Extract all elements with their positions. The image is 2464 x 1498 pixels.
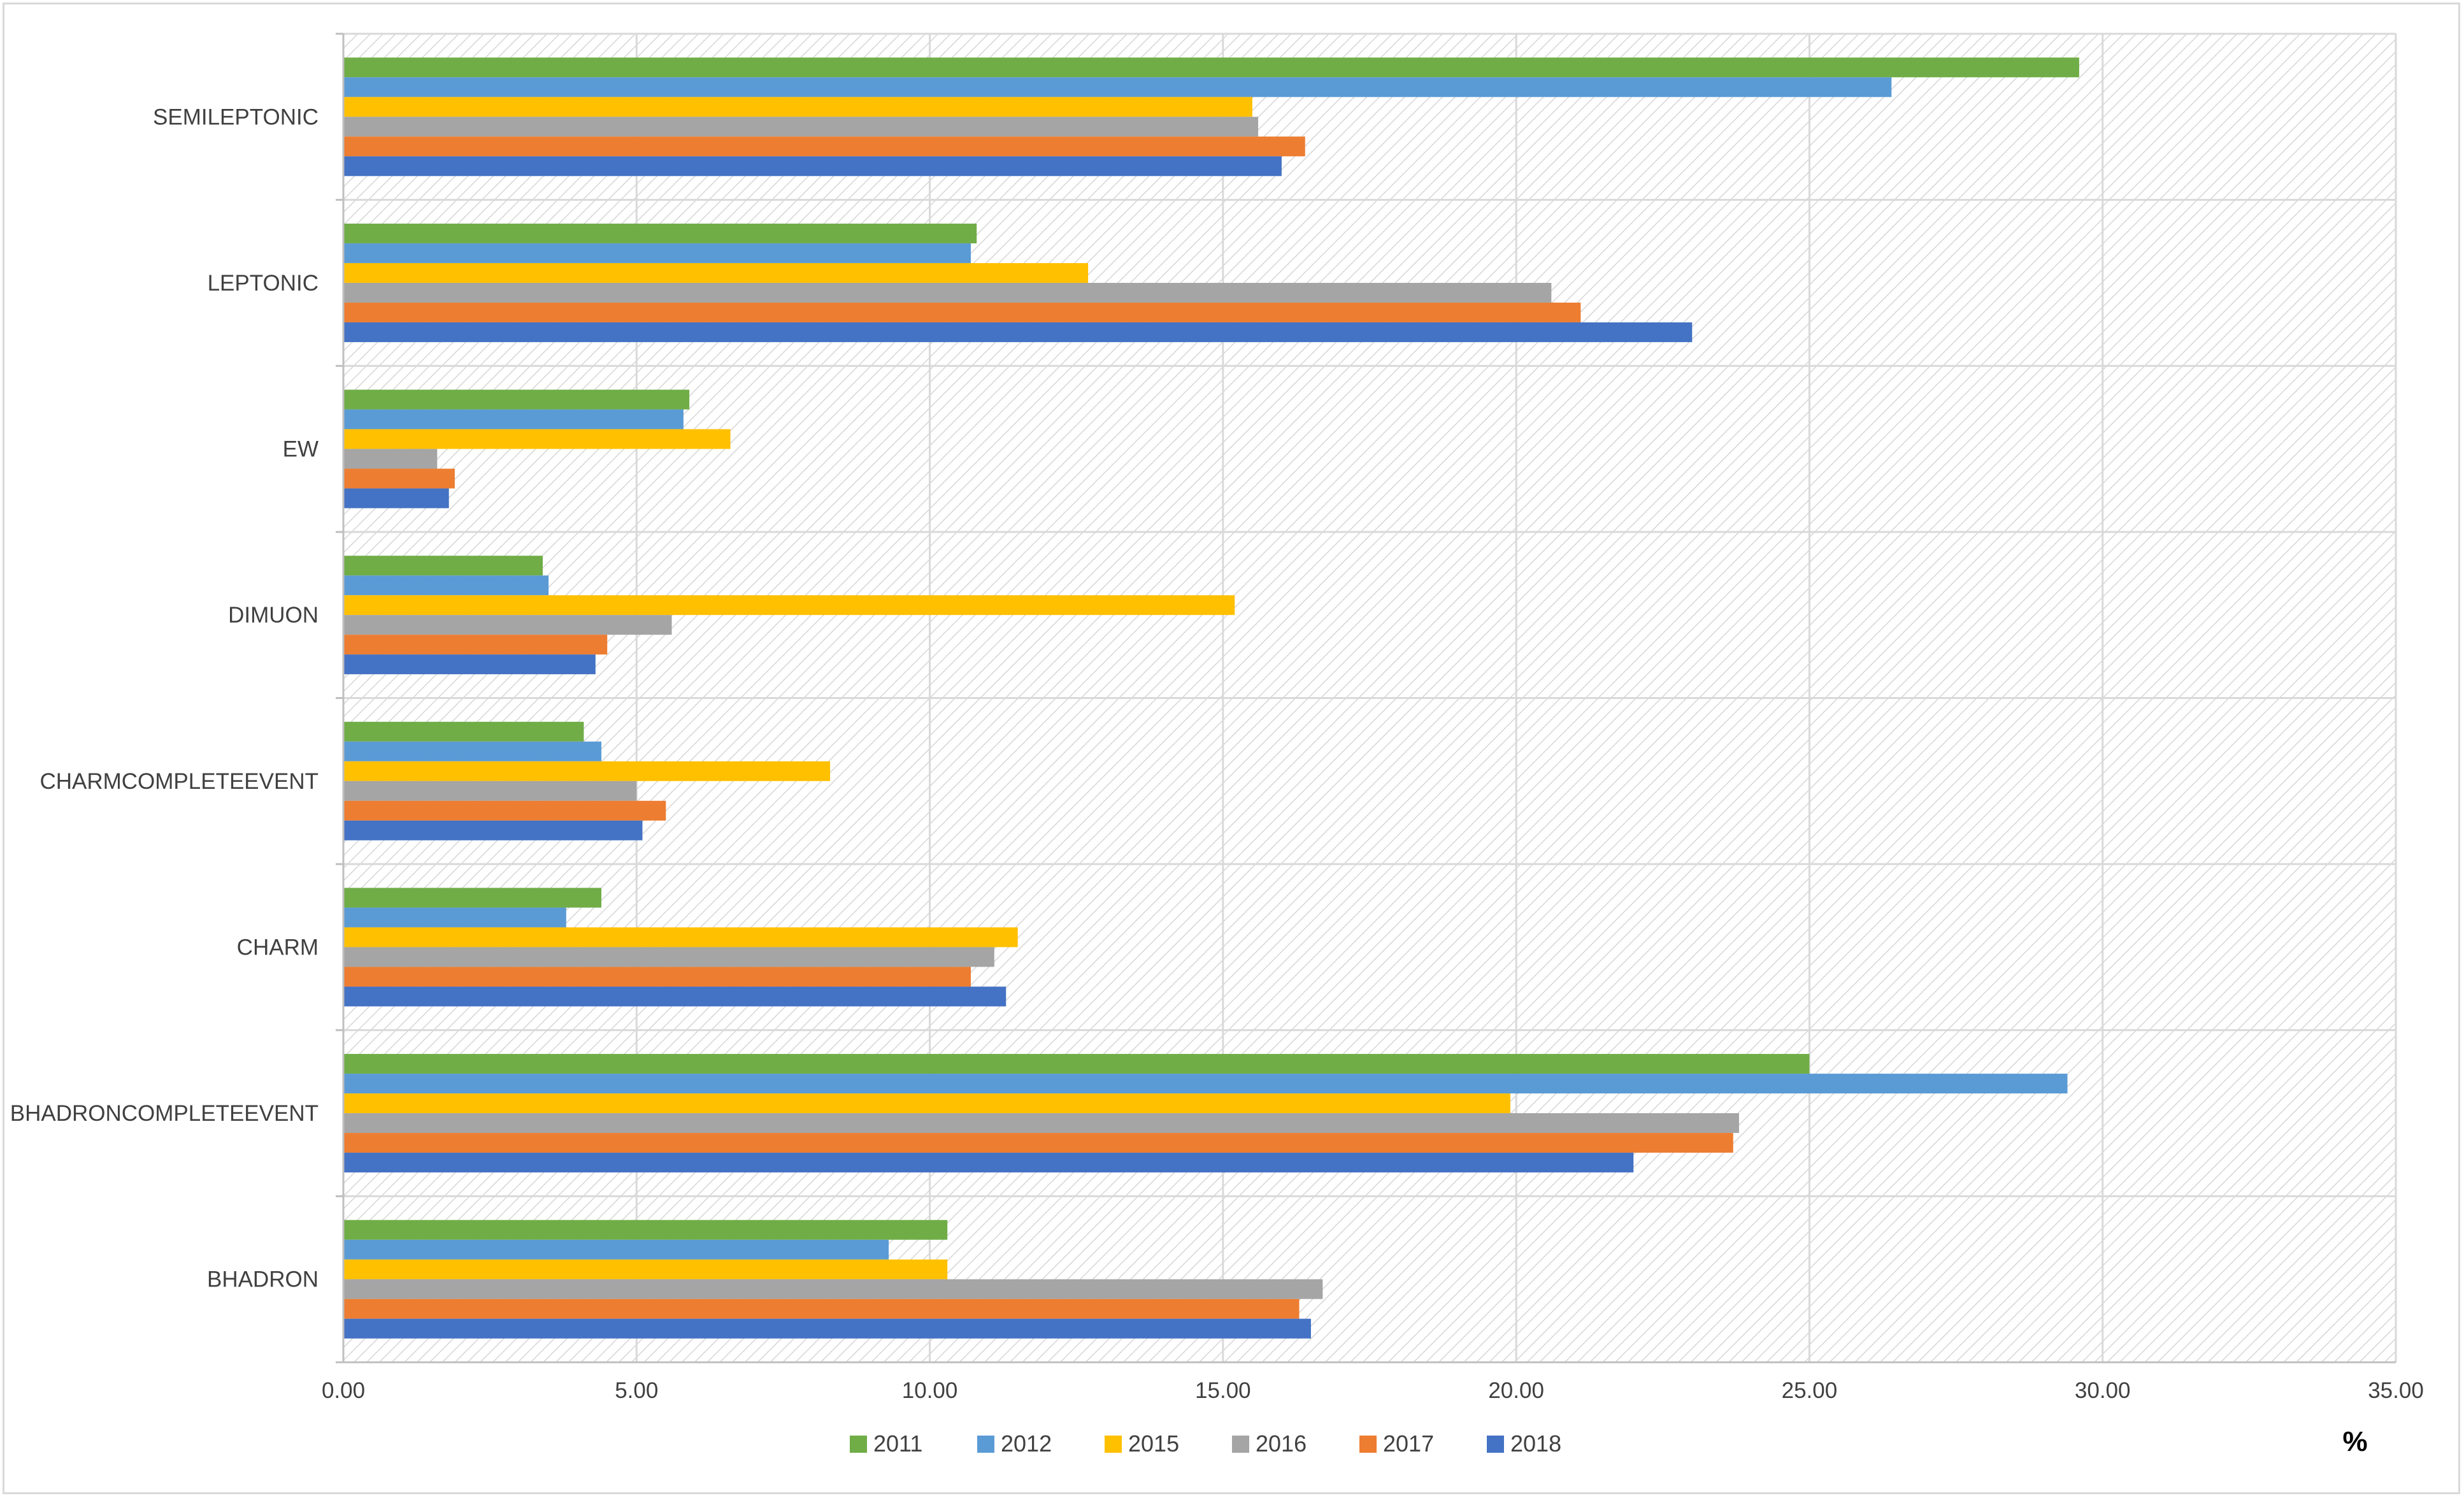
category-label: DIMUON	[228, 603, 319, 628]
legend-label-2016: 2016	[1256, 1430, 1307, 1457]
x-tick-label: 15.00	[1195, 1378, 1251, 1403]
legend-swatch-2011	[850, 1436, 867, 1453]
bar-bhadroncompleteevent-2018	[343, 1153, 1634, 1173]
legend-label-2012: 2012	[1001, 1430, 1052, 1457]
bar-charm-2012	[343, 907, 566, 928]
bar-leptonic-2015	[343, 263, 1089, 283]
bar-charmcompleteevent-2017	[343, 800, 666, 821]
bar-semileptonic-2017	[343, 136, 1305, 157]
x-axis-unit-label: %	[2342, 1426, 2367, 1457]
legend: 2011 2012 2015 2016 2017 2018	[850, 1430, 1561, 1457]
bar-bhadron-2017	[343, 1299, 1300, 1319]
x-tick-label: 30.00	[2075, 1378, 2131, 1403]
bar-bhadron-2012	[343, 1239, 889, 1260]
legend-label-2011: 2011	[873, 1430, 922, 1457]
chart-frame	[3, 3, 2460, 1494]
bar-semileptonic-2016	[343, 117, 1259, 137]
bar-charmcompleteevent-2015	[343, 761, 831, 781]
bar-bhadroncompleteevent-2016	[343, 1113, 1739, 1134]
bar-charm-2017	[343, 967, 971, 987]
x-tick-label: 5.00	[615, 1378, 658, 1403]
bar-dimuon-2017	[343, 635, 608, 655]
bar-bhadron-2018	[343, 1318, 1311, 1339]
legend-label-2017: 2017	[1383, 1430, 1434, 1457]
bar-semileptonic-2018	[343, 156, 1282, 176]
bar-ew-2015	[343, 429, 731, 449]
bar-ew-2012	[343, 409, 684, 429]
bar-dimuon-2015	[343, 595, 1235, 616]
bar-bhadron-2011	[343, 1220, 948, 1240]
bar-dimuon-2011	[343, 556, 543, 576]
legend-swatch-2017	[1359, 1436, 1377, 1453]
bar-leptonic-2017	[343, 302, 1581, 322]
axes	[336, 32, 2396, 1364]
bar-leptonic-2018	[343, 322, 1693, 342]
category-label: SEMILEPTONIC	[153, 104, 319, 129]
bar-charmcompleteevent-2011	[343, 721, 584, 742]
bar-leptonic-2011	[343, 223, 977, 243]
legend-swatch-2016	[1232, 1436, 1249, 1453]
bar-ew-2016	[343, 449, 438, 469]
bar-charm-2011	[343, 888, 602, 908]
bar-semileptonic-2011	[343, 57, 2079, 78]
category-label: BHADRONCOMPLETEEVENT	[10, 1101, 319, 1126]
category-label: EW	[283, 437, 319, 462]
bar-charm-2018	[343, 986, 1006, 1007]
category-label: BHADRON	[207, 1267, 319, 1292]
bar-leptonic-2012	[343, 243, 971, 263]
category-label: CHARM	[237, 935, 319, 960]
bar-bhadroncompleteevent-2015	[343, 1093, 1510, 1114]
legend-label-2018: 2018	[1510, 1430, 1561, 1457]
bar-dimuon-2012	[343, 575, 549, 596]
bar-ew-2011	[343, 389, 690, 410]
bar-semileptonic-2012	[343, 77, 1892, 97]
bar-semileptonic-2015	[343, 97, 1252, 117]
bar-bhadroncompleteevent-2011	[343, 1054, 1810, 1074]
x-tick-label: 10.00	[902, 1378, 958, 1403]
legend-swatch-2012	[977, 1436, 994, 1453]
bars	[343, 57, 2079, 1339]
bar-bhadron-2016	[343, 1279, 1323, 1299]
x-tick-label: 0.00	[322, 1378, 365, 1403]
bar-ew-2017	[343, 468, 455, 489]
category-label: CHARMCOMPLETEEVENT	[39, 769, 319, 794]
bar-charmcompleteevent-2016	[343, 781, 637, 801]
bar-dimuon-2018	[343, 654, 596, 675]
bar-charm-2015	[343, 927, 1018, 947]
x-tick-label: 25.00	[1782, 1378, 1838, 1403]
category-label: LEPTONIC	[208, 271, 319, 296]
x-tick-label: 35.00	[2368, 1378, 2424, 1403]
bar-charmcompleteevent-2018	[343, 820, 643, 840]
bar-leptonic-2016	[343, 282, 1552, 303]
x-tick-labels: 0.00 5.00 10.00 15.00 20.00 25.00 30.00 35.00	[322, 1378, 2424, 1403]
bar-dimuon-2016	[343, 615, 672, 635]
bar-charmcompleteevent-2012	[343, 741, 602, 761]
category-labels: SEMILEPTONIC LEPTONIC EW DIMUON CHARMCOMPLET…	[10, 104, 319, 1292]
bar-bhadroncompleteevent-2012	[343, 1074, 2068, 1094]
bar-bhadron-2015	[343, 1259, 948, 1279]
bar-charm-2016	[343, 947, 994, 967]
x-tick-label: 20.00	[1488, 1378, 1544, 1403]
bar-bhadroncompleteevent-2017	[343, 1133, 1733, 1153]
legend-swatch-2018	[1487, 1436, 1504, 1453]
legend-swatch-2015	[1105, 1436, 1122, 1453]
legend-label-2015: 2015	[1128, 1430, 1179, 1457]
bar-ew-2018	[343, 488, 449, 508]
